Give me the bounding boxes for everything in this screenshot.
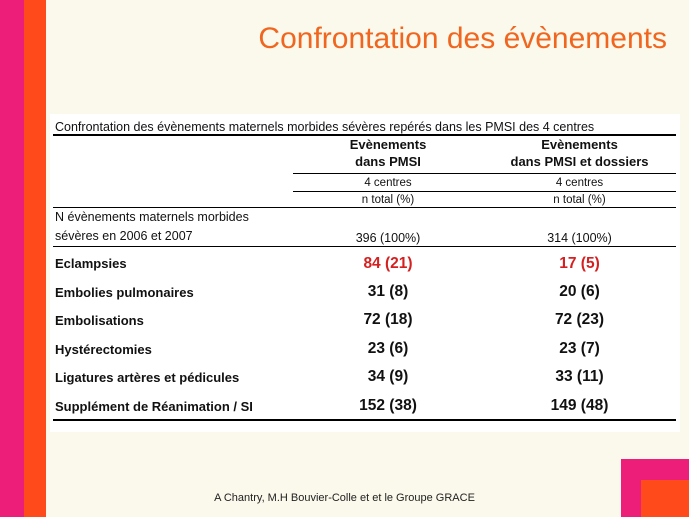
row-value-dossiers: 17 (5) [559, 255, 600, 272]
col2-centres: 4 centres [555, 177, 604, 189]
column-header-pmsi: Evènements dans PMSI [349, 137, 427, 169]
slide-title: Confrontation des évènements [258, 22, 667, 55]
row-value-dossiers: 23 (7) [559, 340, 600, 357]
col1-unit: n total (%) [361, 194, 415, 206]
table-bottom-rule [53, 419, 676, 421]
row-label-reanimation: Supplément de Réanimation / SI [55, 399, 253, 414]
row-value-pmsi: 84 (21) [363, 255, 413, 272]
row-value-dossiers: 20 (6) [559, 283, 600, 300]
row-value-pmsi: 23 (6) [367, 340, 409, 357]
row-label-eclampsies: Eclampsies [55, 256, 127, 271]
row-value-pmsi: 72 (18) [363, 311, 413, 328]
row-label-hysterectomies: Hystérectomies [55, 342, 152, 357]
left-orange-bar [24, 0, 46, 517]
corner-orange-square [641, 480, 689, 517]
header-rule [293, 173, 676, 174]
total-value-dossiers: 314 (100%) [547, 231, 612, 245]
row-value-dossiers: 72 (23) [554, 311, 605, 328]
table-card [50, 114, 680, 432]
column-header-pmsi-dossiers: Evènements dans PMSI et dossiers [510, 137, 649, 169]
row-label-embolies: Embolies pulmonaires [55, 285, 194, 300]
total-label-line2: sévères en 2006 et 2007 [55, 229, 193, 243]
row-value-pmsi: 152 (38) [359, 397, 417, 414]
unit-rule [53, 207, 676, 208]
footer-credit: A Chantry, M.H Bouvier-Colle et et le Gr… [214, 492, 475, 504]
row-value-dossiers: 149 (48) [550, 397, 609, 414]
total-rule [53, 246, 676, 247]
total-value-pmsi: 396 (100%) [355, 231, 421, 245]
table-top-rule [53, 134, 676, 136]
col2-unit: n total (%) [553, 194, 606, 206]
row-label-embolisations: Embolisations [55, 313, 144, 328]
row-value-pmsi: 34 (9) [367, 368, 409, 385]
left-pink-bar [0, 0, 24, 517]
row-value-pmsi: 31 (8) [367, 283, 409, 300]
total-label-line1: N évènements maternels morbides [55, 210, 249, 224]
row-value-dossiers: 33 (11) [555, 368, 604, 385]
col1-centres: 4 centres [364, 177, 412, 189]
row-label-ligatures: Ligatures artères et pédicules [55, 370, 240, 385]
centres-rule [293, 191, 676, 192]
table-caption: Confrontation des évènements maternels m… [55, 120, 595, 134]
